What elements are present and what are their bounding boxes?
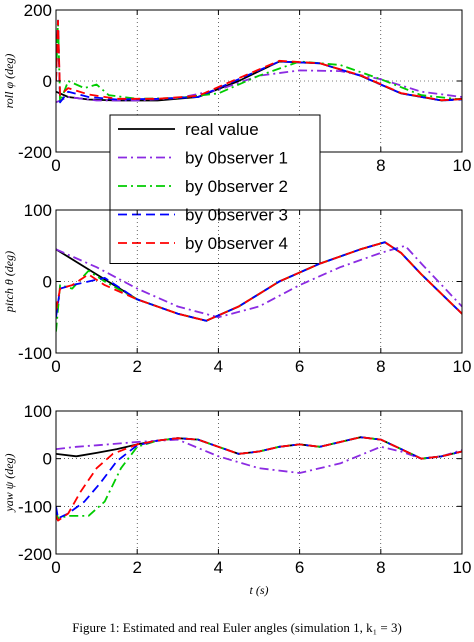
x-tick-label: 4: [214, 357, 223, 376]
x-axis-label: t (s): [250, 583, 269, 597]
y-tick-label: -200: [18, 545, 52, 564]
x-tick-label: 6: [295, 558, 304, 577]
series-group: [56, 436, 462, 522]
series-line-real-value: [56, 436, 462, 460]
series-line-by-0bserver-1: [56, 438, 462, 474]
series-line-by-0bserver-3: [56, 19, 462, 104]
legend-entry: by 0bserver 3: [185, 206, 288, 225]
x-tick-label: 8: [376, 558, 385, 577]
y-tick-label: -100: [18, 497, 52, 516]
legend-entry: real value: [185, 120, 259, 139]
y-tick-label: 0: [43, 450, 52, 469]
series-group: [56, 19, 462, 104]
y-tick-label: 100: [24, 402, 52, 421]
x-tick-label: 10: [453, 357, 472, 376]
series-line-by-0bserver-4: [56, 436, 462, 522]
x-tick-label: 8: [376, 357, 385, 376]
y-axis-label: yaw ψ (deg): [2, 453, 16, 512]
x-tick-label: 2: [132, 357, 141, 376]
legend: real value by 0bserver 1 by 0bserver 2 by 0…: [109, 114, 321, 264]
x-tick-label: 0: [51, 558, 60, 577]
x-tick-label: 0: [51, 156, 60, 175]
y-tick-label: 200: [24, 1, 52, 20]
series-line-by-0bserver-1: [56, 244, 462, 319]
chart-panel-3: 0 2 4 6 8 10 -200 -100 0 100 yaw ψ (deg) t (s): [2, 402, 471, 597]
x-tick-label: 8: [376, 156, 385, 175]
series-line-by-0bserver-3: [56, 436, 462, 520]
series-line-by-0bserver-2: [56, 19, 462, 104]
x-tick-label: 6: [295, 357, 304, 376]
y-tick-label: 0: [43, 72, 52, 91]
series-group: [56, 241, 462, 332]
y-axis-label: roll φ (deg): [2, 54, 16, 109]
y-axis-label: pitch θ (deg): [2, 251, 16, 313]
x-tick-label: 4: [214, 558, 223, 577]
y-tick-label: -100: [18, 344, 52, 363]
legend-entry: by 0bserver 1: [185, 149, 288, 168]
y-tick-label: -200: [18, 143, 52, 162]
series-line-by-0bserver-4: [56, 241, 462, 322]
legend-box: [109, 114, 321, 264]
x-tick-label: 2: [132, 558, 141, 577]
x-tick-label: 10: [453, 156, 472, 175]
legend-entry: by 0bserver 4: [185, 234, 288, 253]
plot-frame: [55, 410, 463, 555]
series-line-by-0bserver-4: [56, 19, 462, 102]
y-tick-label: 100: [24, 201, 52, 220]
legend-entry: by 0bserver 2: [185, 177, 288, 196]
figure-caption: Figure 1: Estimated and real Euler angle…: [72, 620, 402, 635]
y-tick-label: 0: [43, 273, 52, 292]
x-tick-label: 0: [51, 357, 60, 376]
x-tick-label: 10: [453, 558, 472, 577]
